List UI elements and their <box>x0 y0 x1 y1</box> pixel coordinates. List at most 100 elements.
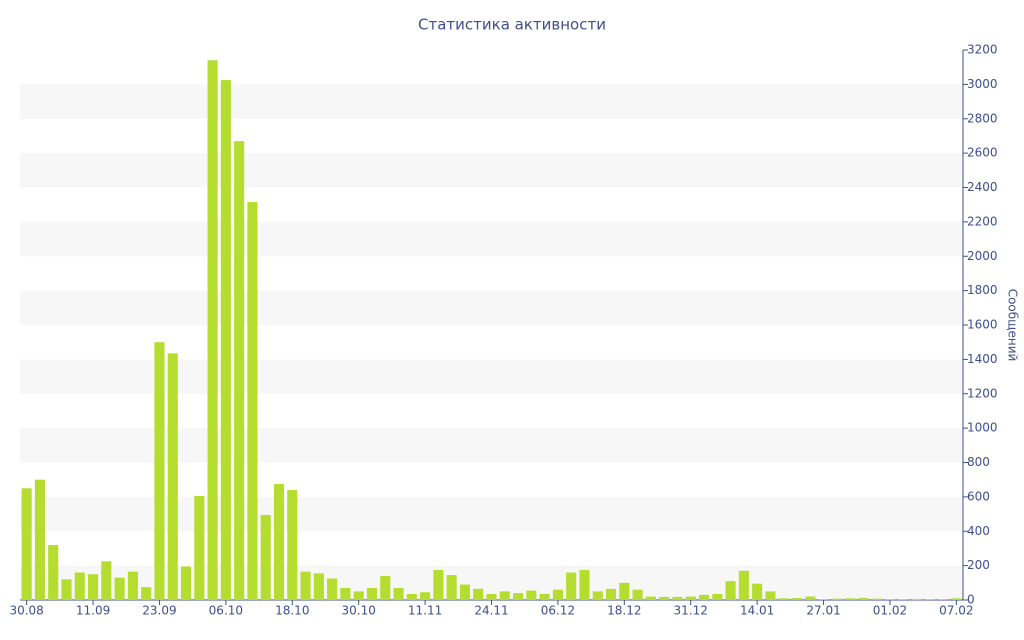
bar <box>499 591 510 600</box>
bar <box>805 596 816 600</box>
y-tick-label: 200 <box>967 558 990 572</box>
bar <box>672 596 683 600</box>
bar <box>433 569 444 600</box>
bar <box>340 587 351 600</box>
bar <box>831 598 842 600</box>
y-axis-label: Сообщений <box>1006 289 1020 362</box>
bar <box>552 589 563 600</box>
bar <box>645 596 656 600</box>
y-tick-label: 600 <box>967 489 990 503</box>
bar <box>712 593 723 600</box>
bar <box>313 573 324 600</box>
bar <box>884 599 895 600</box>
bar <box>911 599 922 600</box>
bar <box>738 570 749 600</box>
chart-title: Статистика активности <box>418 16 606 34</box>
bar <box>526 590 537 600</box>
bar <box>74 572 85 600</box>
bar <box>48 545 59 600</box>
y-tick-label: 2800 <box>967 111 998 125</box>
bar <box>938 599 949 600</box>
y-tick-label: 2000 <box>967 249 998 263</box>
x-tick-label: 30.08 <box>9 604 43 618</box>
y-tick-label: 0 <box>967 593 975 607</box>
y-tick-label: 2200 <box>967 214 998 228</box>
y-tick-label: 800 <box>967 455 990 469</box>
y-tick-label: 3000 <box>967 77 998 91</box>
bar <box>513 593 524 600</box>
x-tick-label: 01.02 <box>873 604 907 618</box>
y-tick-label: 1000 <box>967 421 998 435</box>
bar <box>685 596 696 600</box>
y-tick-label: 2600 <box>967 146 998 160</box>
bar <box>366 587 378 600</box>
bar <box>778 598 789 600</box>
bar <box>632 589 643 600</box>
x-tick-label: 14.01 <box>740 604 774 618</box>
x-tick-label: 18.12 <box>607 604 641 618</box>
bar <box>659 596 670 600</box>
y-tick-label: 1600 <box>967 318 998 332</box>
bar <box>260 514 271 600</box>
bar <box>194 496 205 600</box>
y-tick-label: 400 <box>967 524 990 538</box>
bar <box>207 60 218 600</box>
bar <box>459 584 470 600</box>
x-tick-label: 24.11 <box>474 604 508 618</box>
bar <box>353 591 364 600</box>
bar <box>486 593 497 600</box>
bar <box>114 577 125 600</box>
y-tick-label: 1800 <box>967 283 998 297</box>
x-tick-label: 27.01 <box>806 604 840 618</box>
y-tick-label: 3200 <box>967 43 998 57</box>
bar <box>858 597 869 600</box>
bar <box>101 561 112 600</box>
bar <box>141 587 152 600</box>
bar <box>234 141 245 600</box>
bar <box>167 353 178 600</box>
bar <box>393 587 404 600</box>
x-tick-label: 18.10 <box>275 604 309 618</box>
bar <box>180 566 192 600</box>
bar <box>818 599 829 600</box>
bar <box>845 598 856 600</box>
x-tick-label: 31.12 <box>674 604 708 618</box>
grid-band <box>20 221 963 257</box>
bar <box>579 569 590 600</box>
bar <box>88 574 99 600</box>
grid-band <box>20 84 963 119</box>
bar <box>619 582 630 600</box>
bar <box>592 591 603 600</box>
x-tick-label: 23.09 <box>142 604 176 618</box>
x-tick-label: 07.02 <box>939 604 973 618</box>
bar <box>34 479 45 600</box>
bar <box>924 599 935 600</box>
bar <box>725 581 736 600</box>
x-tick-label: 06.12 <box>541 604 575 618</box>
bar <box>154 342 165 600</box>
bar <box>380 575 391 600</box>
y-tick-label: 2400 <box>967 180 998 194</box>
bar <box>420 592 431 600</box>
bar <box>765 591 776 600</box>
bar <box>605 588 617 600</box>
bar <box>406 593 417 600</box>
bar <box>220 80 231 600</box>
bar <box>446 575 457 600</box>
x-tick-label: 11.09 <box>76 604 110 618</box>
y-tick-label: 1400 <box>967 352 998 366</box>
bar <box>127 571 138 600</box>
bar <box>273 483 285 600</box>
bar <box>300 571 311 600</box>
bar <box>61 579 72 600</box>
grid-band <box>20 153 963 188</box>
bar <box>327 578 338 600</box>
bar <box>473 588 484 600</box>
bar <box>791 597 803 600</box>
x-tick-label: 11.11 <box>408 604 442 618</box>
bar <box>951 598 962 600</box>
bar <box>871 598 882 600</box>
x-tick-label: 30.10 <box>342 604 376 618</box>
grid-band <box>20 290 963 325</box>
